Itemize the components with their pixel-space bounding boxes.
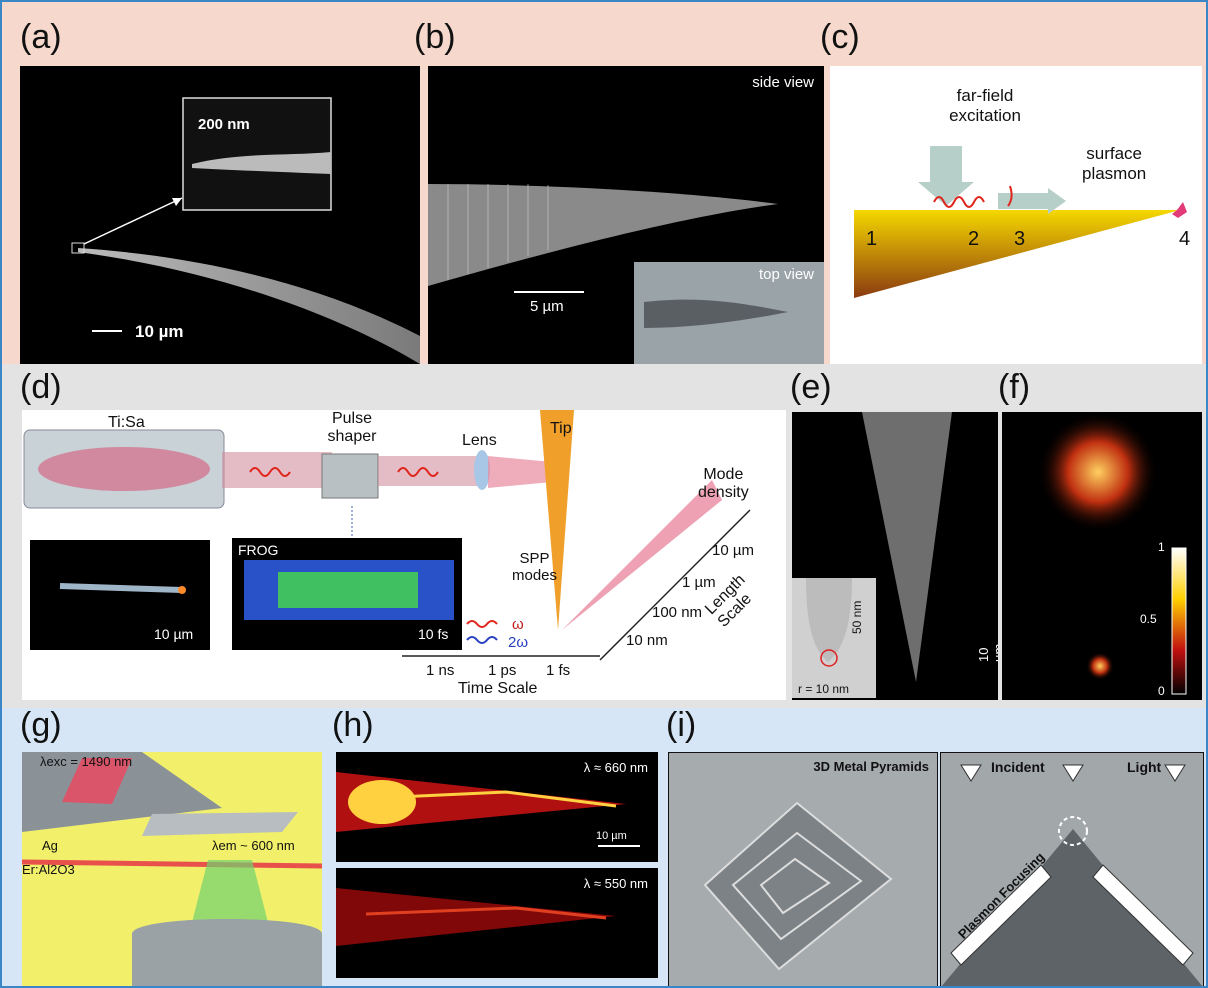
waveguide-diagram	[22, 752, 322, 986]
scale-label: 10 µm	[596, 830, 627, 842]
panel-h-image-bottom: λ ≈ 550 nm	[336, 868, 658, 978]
side-view-label: side view	[752, 74, 814, 91]
lambda-em-label: λem ~ 600 nm	[212, 838, 295, 853]
substrate-label: Er:Al2O3	[22, 862, 75, 877]
panel-label-d: (d)	[20, 368, 62, 406]
radius-label: r = 10 nm	[798, 682, 850, 696]
pyramids-label: 3D Metal Pyramids	[813, 759, 929, 774]
panel-b-image: side view top view 5 µm	[428, 66, 824, 364]
mode-density-label: Mode density	[698, 466, 749, 501]
incident-label: Incident	[991, 759, 1045, 775]
time-tick-1ps: 1 ps	[488, 662, 517, 679]
length-tick-10nm: 10 nm	[626, 632, 668, 649]
grating-diagram	[854, 146, 1187, 298]
spp-modes-label: SPP modes	[512, 550, 558, 584]
omega-label: ω	[512, 616, 524, 633]
two-omega-label: 2ω	[508, 634, 529, 651]
time-scale-label: Time Scale	[458, 680, 538, 697]
length-tick-10um: 10 µm	[712, 542, 754, 559]
pulse-shaper-label: Pulse shaper	[327, 410, 377, 445]
panel-f-image: 1 0.5 0	[1002, 412, 1202, 700]
frog-label: FROG	[238, 542, 279, 558]
length-tick-1um: 1 µm	[682, 574, 716, 591]
length-tick-100nm: 100 nm	[652, 604, 703, 621]
ti-sa-label: Ti:Sa	[108, 414, 145, 431]
sem-tip-image	[792, 412, 952, 698]
colorbar-max: 1	[1158, 540, 1165, 554]
panel-a-image: 200 nm 10 µm	[20, 66, 420, 364]
photo-scale-label: 10 µm	[154, 626, 194, 642]
excitation-label: far-field excitation	[949, 86, 1021, 125]
plasmon-label: surface plasmon	[1082, 144, 1147, 183]
plasmon-focusing-sem	[941, 764, 1203, 986]
emission-map	[1038, 412, 1187, 695]
panel-h-image-top: λ ≈ 660 nm 10 µm	[336, 752, 658, 862]
top-view-label: top view	[758, 266, 814, 283]
main-scale-label: 10 µm	[976, 643, 998, 662]
colorbar-mid: 0.5	[1140, 612, 1157, 626]
number-1: 1	[866, 228, 878, 250]
panel-label-i: (i)	[666, 706, 697, 744]
panel-label-b: (b)	[414, 18, 456, 56]
inset-scale-label: 200 nm	[198, 116, 250, 133]
lambda-exc-label: λexc = 1490 nm	[40, 754, 133, 769]
light-label: Light	[1127, 759, 1162, 775]
time-tick-1fs: 1 fs	[546, 662, 571, 679]
panel-i-image-right: Incident Light Plasmon Focusing	[940, 752, 1204, 986]
scale-bar	[92, 330, 122, 332]
pyramid-sem	[703, 801, 893, 971]
time-tick-1ns: 1 ns	[426, 662, 455, 679]
panel-label-e: (e)	[790, 368, 832, 406]
lambda-660-label: λ ≈ 660 nm	[583, 760, 648, 775]
emission-image-550	[336, 888, 616, 946]
sem-needle-image	[71, 97, 420, 364]
panel-label-c: (c)	[820, 18, 860, 56]
panel-label-h: (h)	[332, 706, 374, 744]
sem-side-view	[428, 184, 824, 364]
lens-label: Lens	[462, 432, 497, 449]
main-scale-label: 10 µm	[135, 322, 184, 341]
panel-i-image-left: 3D Metal Pyramids	[668, 752, 938, 986]
scale-label: 5 µm	[530, 298, 564, 315]
inset-scale-label: 50 nm	[850, 600, 864, 634]
panel-d-diagram: Ti:Sa Pulse shaper Lens Tip Mode density F…	[22, 410, 786, 700]
panel-label-f: (f)	[998, 368, 1031, 406]
number-4: 4	[1179, 228, 1191, 250]
number-2: 2	[968, 228, 980, 250]
lambda-550-label: λ ≈ 550 nm	[583, 876, 648, 891]
panel-c-diagram: far-field excitation surface plasmon 1 2 3…	[830, 66, 1202, 364]
emission-image-660	[336, 772, 640, 847]
ag-label: Ag	[42, 838, 58, 853]
number-3: 3	[1014, 228, 1026, 250]
tip-label: Tip	[550, 420, 572, 437]
panel-label-g: (g)	[20, 706, 62, 744]
colorbar-min: 0	[1158, 684, 1165, 698]
setup-diagram	[23, 410, 751, 661]
panel-g-diagram: λexc = 1490 nm Ag λem ~ 600 nm Er:Al2O3	[22, 752, 322, 986]
frog-scale-label: 10 fs	[418, 626, 449, 642]
panel-label-a: (a)	[20, 18, 62, 56]
panel-e-image: 50 nm r = 10 nm 10 µm	[792, 412, 998, 700]
